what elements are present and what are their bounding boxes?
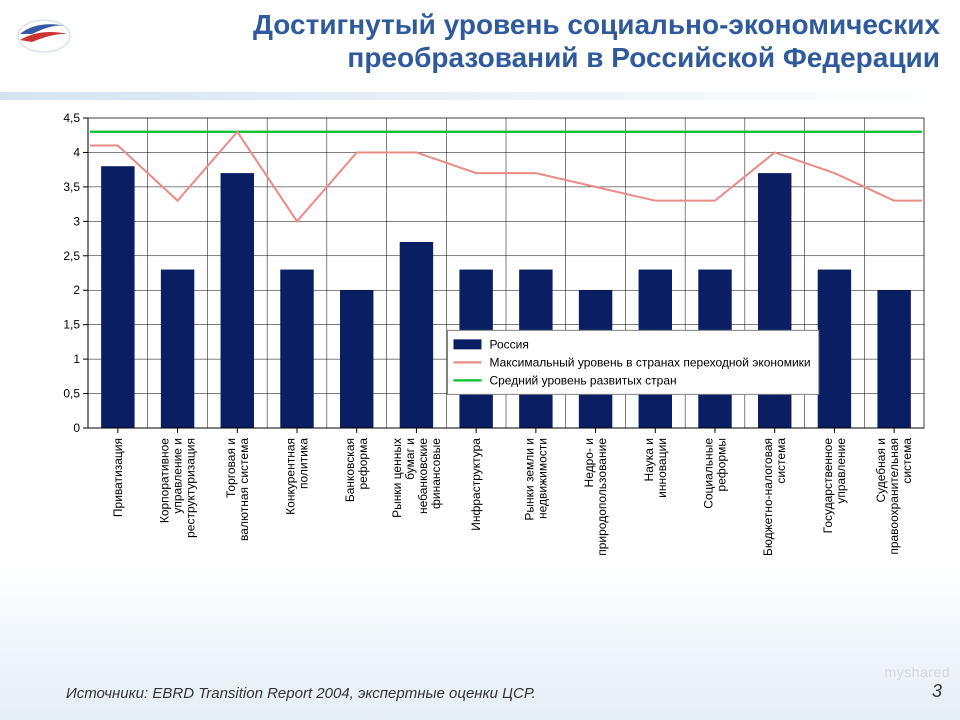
svg-text:бумаг и: бумаг и xyxy=(403,438,417,480)
svg-text:Наука и: Наука и xyxy=(642,438,656,481)
svg-text:Государственное: Государственное xyxy=(821,438,835,534)
source-text: Источники: EBRD Transition Report 2004, … xyxy=(66,685,536,702)
svg-text:Бюджетно-налоговая: Бюджетно-налоговая xyxy=(761,438,775,556)
svg-text:2: 2 xyxy=(73,283,80,297)
svg-text:3,5: 3,5 xyxy=(63,180,80,194)
svg-text:Социальные: Социальные xyxy=(702,438,716,509)
svg-text:Россия: Россия xyxy=(489,337,528,351)
svg-text:система: система xyxy=(774,438,788,484)
svg-text:Конкурентная: Конкурентная xyxy=(284,438,298,515)
svg-text:реформа: реформа xyxy=(356,438,370,490)
svg-text:небанковские: небанковские xyxy=(416,438,430,514)
svg-text:природопользование: природопользование xyxy=(595,438,609,556)
svg-text:2,5: 2,5 xyxy=(63,249,80,263)
svg-text:Средний уровень развитых стран: Средний уровень развитых стран xyxy=(489,373,676,387)
svg-text:Приватизация: Приватизация xyxy=(111,438,125,517)
svg-text:Корпоративное: Корпоративное xyxy=(158,438,172,523)
combo-chart: 0 0,5 1 1,5 2 2,5 3 3,5 4 4,5 Приватизация Корпорат… xyxy=(40,110,935,650)
title-line-1: Достигнутый уровень социально-экономичес… xyxy=(253,9,940,40)
slide-title: Достигнутый уровень социально-экономичес… xyxy=(90,8,940,74)
svg-text:Рынки земли и: Рынки земли и xyxy=(522,438,536,521)
svg-text:валютная система: валютная система xyxy=(237,438,251,541)
svg-text:Банковская: Банковская xyxy=(343,438,357,502)
svg-text:недвижимости: недвижимости xyxy=(535,438,549,519)
svg-text:правоохранительная: правоохранительная xyxy=(887,438,901,555)
svg-text:Рынки ценных: Рынки ценных xyxy=(390,438,404,518)
logo xyxy=(14,12,74,56)
svg-text:4,5: 4,5 xyxy=(63,111,80,125)
svg-text:реструктуризация: реструктуризация xyxy=(184,438,198,538)
svg-text:Торговая и: Торговая и xyxy=(224,438,238,498)
svg-text:управление и: управление и xyxy=(171,438,185,514)
svg-text:0: 0 xyxy=(73,421,80,435)
svg-text:система: система xyxy=(900,438,914,484)
svg-text:управление: управление xyxy=(834,438,848,504)
svg-text:политика: политика xyxy=(297,438,311,489)
svg-text:4: 4 xyxy=(73,145,80,159)
header-underline xyxy=(0,92,960,100)
title-line-2: преобразований в Российской Федерации xyxy=(347,42,940,73)
svg-text:1,5: 1,5 xyxy=(63,318,80,332)
svg-text:Недро- и: Недро- и xyxy=(582,438,596,487)
watermark: myshared xyxy=(885,664,950,680)
svg-text:Максимальный уровень в странах: Максимальный уровень в странах переходно… xyxy=(489,355,810,369)
page-number: 3 xyxy=(932,681,942,702)
svg-text:3: 3 xyxy=(73,214,80,228)
svg-text:Инфраструктура: Инфраструктура xyxy=(469,438,483,531)
svg-text:1: 1 xyxy=(73,352,80,366)
svg-text:инновации: инновации xyxy=(655,438,669,498)
svg-text:0,5: 0,5 xyxy=(63,387,80,401)
svg-text:финансовые: финансовые xyxy=(429,438,443,509)
chart-container: 0 0,5 1 1,5 2 2,5 3 3,5 4 4,5 Приватизация Корпорат… xyxy=(40,110,935,650)
svg-text:реформы: реформы xyxy=(715,438,729,491)
svg-text:Судебная и: Судебная и xyxy=(874,438,888,503)
